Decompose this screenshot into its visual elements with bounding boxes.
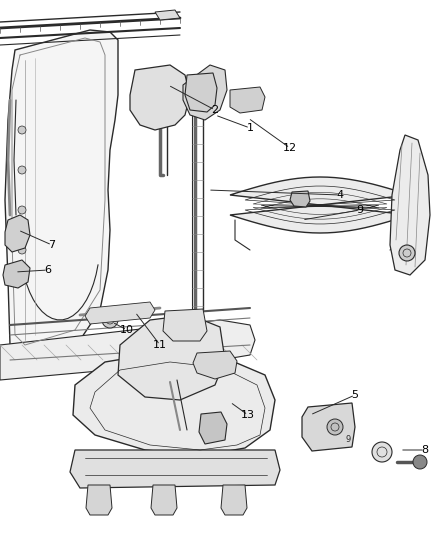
Circle shape — [102, 312, 118, 328]
Polygon shape — [0, 320, 255, 380]
Circle shape — [413, 455, 427, 469]
Polygon shape — [70, 450, 280, 488]
Polygon shape — [163, 309, 207, 341]
Text: 10: 10 — [120, 325, 134, 335]
Circle shape — [372, 442, 392, 462]
Text: 1: 1 — [247, 123, 254, 133]
Polygon shape — [193, 351, 237, 379]
Polygon shape — [199, 412, 227, 444]
Polygon shape — [5, 30, 118, 355]
Circle shape — [327, 419, 343, 435]
Polygon shape — [151, 485, 177, 515]
Polygon shape — [302, 403, 355, 451]
Circle shape — [235, 99, 241, 105]
Polygon shape — [73, 352, 275, 455]
Polygon shape — [86, 485, 112, 515]
Text: 9: 9 — [346, 435, 351, 445]
Polygon shape — [155, 10, 180, 20]
Text: 8: 8 — [421, 445, 428, 455]
Polygon shape — [5, 215, 30, 252]
Circle shape — [18, 246, 26, 254]
Text: 7: 7 — [49, 240, 56, 250]
Text: 9: 9 — [357, 205, 364, 215]
Text: 4: 4 — [336, 190, 343, 200]
Text: 6: 6 — [45, 265, 52, 275]
Polygon shape — [230, 87, 265, 113]
Circle shape — [18, 126, 26, 134]
Polygon shape — [290, 191, 310, 207]
Circle shape — [399, 245, 415, 261]
Circle shape — [18, 166, 26, 174]
Circle shape — [246, 96, 254, 104]
Text: 5: 5 — [352, 390, 358, 400]
Polygon shape — [390, 135, 430, 275]
Text: 11: 11 — [153, 340, 167, 350]
Text: 2: 2 — [212, 105, 219, 115]
Polygon shape — [85, 302, 155, 324]
Circle shape — [12, 229, 22, 239]
Text: 12: 12 — [283, 143, 297, 153]
Polygon shape — [3, 260, 30, 288]
Polygon shape — [130, 65, 190, 130]
Circle shape — [18, 206, 26, 214]
Polygon shape — [221, 485, 247, 515]
Polygon shape — [230, 177, 410, 233]
Polygon shape — [183, 65, 227, 120]
Polygon shape — [185, 73, 217, 112]
Text: 13: 13 — [241, 410, 255, 420]
Polygon shape — [118, 315, 225, 400]
